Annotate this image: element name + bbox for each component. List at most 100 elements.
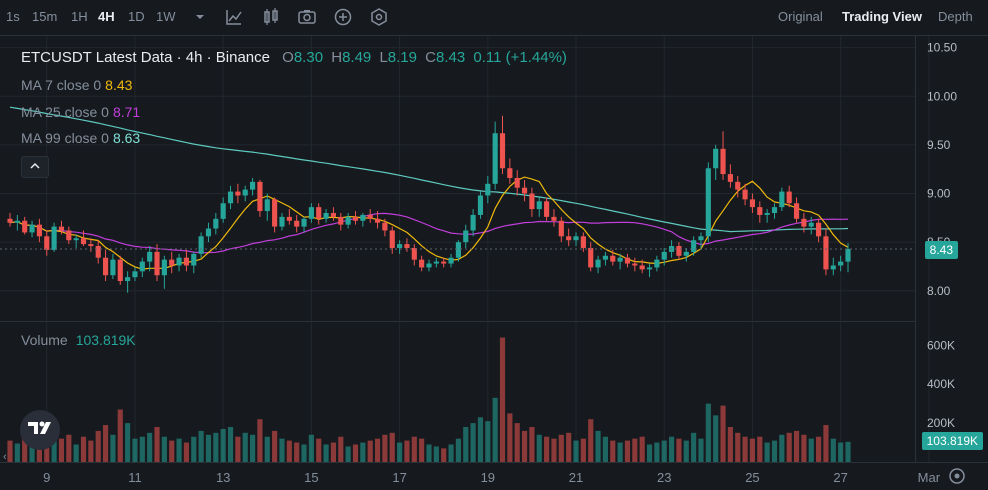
candle-body (286, 216, 292, 221)
view-depth[interactable]: Depth (938, 9, 973, 24)
candle-body (279, 216, 285, 227)
last-price-tag: 8.43 (924, 241, 958, 259)
legend-close-value: 8.43 (436, 49, 466, 66)
candle-body (558, 220, 564, 237)
candle-body (823, 236, 829, 270)
timeframe-1w[interactable]: 1W (156, 9, 176, 24)
x-tick-label: Mar (918, 470, 941, 485)
volume-bar (632, 438, 638, 462)
candle-body (198, 236, 204, 254)
volume-bar (595, 430, 601, 462)
view-original[interactable]: Original (778, 9, 823, 24)
price-tick-label: 9.50 (927, 138, 951, 152)
timeframe-1s[interactable]: 1s (6, 9, 20, 24)
volume-bar (161, 436, 167, 462)
legend-title: ETCUSDT Latest Data · 4h · Binance (21, 49, 270, 66)
candle-body (301, 218, 307, 227)
volume-bar (117, 409, 123, 462)
candle-body (771, 207, 778, 213)
candle-body (485, 183, 491, 196)
volume-bar (110, 434, 116, 462)
legend-close-label: C (425, 49, 436, 66)
volume-bar (713, 415, 719, 462)
volume-bar (448, 444, 454, 462)
legend-ma99[interactable]: MA 99 close 0 8.63 (21, 130, 140, 146)
candle-body (125, 277, 131, 282)
volume-bar (749, 438, 756, 462)
volume-bar (455, 438, 461, 462)
candle-body (786, 191, 792, 204)
candle-body (801, 218, 807, 227)
volume-bar (169, 440, 175, 462)
timeframe-1d[interactable]: 1D (128, 9, 145, 24)
candle-body (161, 259, 167, 276)
volume-bar (191, 436, 197, 462)
volume-bar (205, 434, 212, 462)
volume-bar (419, 438, 425, 462)
add-icon[interactable] (333, 7, 353, 27)
candle-body (242, 189, 248, 196)
view-trading-view[interactable]: Trading View (842, 9, 922, 24)
camera-icon[interactable] (297, 7, 317, 27)
volume-bar (7, 440, 13, 462)
legend-high-label: H (331, 49, 343, 66)
candle-body (80, 238, 87, 245)
tradingview-logo-icon[interactable] (20, 410, 60, 450)
candle-body (66, 230, 72, 241)
candle-body (272, 199, 278, 227)
candle-body (713, 148, 719, 169)
volume-bar (720, 405, 726, 462)
volume-bar (492, 397, 498, 462)
candle-body (73, 238, 79, 241)
legend-ma7[interactable]: MA 7 close 0 8.43 (21, 77, 132, 93)
timeframe-15m[interactable]: 15m (32, 9, 58, 24)
candle-body (463, 230, 469, 243)
candle-body (227, 191, 234, 204)
price-tick-label: 8.00 (927, 284, 951, 298)
volume-bar (279, 438, 285, 462)
candle-body (404, 244, 410, 248)
volume-bar (683, 440, 689, 462)
scroll-left-icon[interactable]: ‹ (3, 451, 7, 463)
collapse-legend-button[interactable] (21, 156, 49, 178)
volume-bar (345, 446, 351, 462)
x-tick-label: 13 (216, 470, 230, 485)
volume-bar (374, 438, 381, 462)
candle-body (507, 168, 513, 178)
candle-body (544, 201, 550, 217)
volume-bar (352, 444, 359, 462)
volume-bar (66, 434, 72, 462)
volume-value: 103.819K (75, 332, 136, 348)
indicators-icon[interactable] (261, 7, 281, 27)
candle-body (588, 247, 594, 268)
volume-bar (139, 436, 145, 462)
volume-bar (793, 430, 800, 462)
chevron-down-icon[interactable] (190, 7, 210, 27)
x-tick-label: 19 (481, 470, 495, 485)
candle-body (51, 226, 57, 250)
candle-body (235, 191, 241, 196)
candle-body (360, 214, 366, 221)
legend-ma25[interactable]: MA 25 close 0 8.71 (21, 104, 140, 120)
candle-body (426, 263, 432, 268)
candle-body (793, 203, 800, 219)
volume-bar (227, 427, 234, 462)
ma25-value: 8.71 (112, 104, 141, 120)
reset-axis-icon[interactable] (949, 468, 965, 484)
volume-tick-label: 400K (927, 377, 955, 391)
candle-body (514, 177, 520, 188)
timeframe-4h[interactable]: 4H (98, 9, 115, 24)
settings-icon[interactable] (369, 7, 389, 27)
volume-bar (507, 413, 513, 462)
candle-body (580, 236, 586, 248)
timeframe-1h[interactable]: 1H (71, 9, 88, 24)
candle-body (117, 259, 123, 282)
drawing-tools-icon[interactable] (224, 7, 244, 27)
volume-bar (433, 446, 439, 462)
candle-body (617, 257, 623, 262)
ma7-label: MA 7 close 0 (21, 77, 102, 93)
candle-body (397, 244, 403, 248)
volume-bar (73, 444, 79, 462)
candle-body (779, 191, 785, 208)
